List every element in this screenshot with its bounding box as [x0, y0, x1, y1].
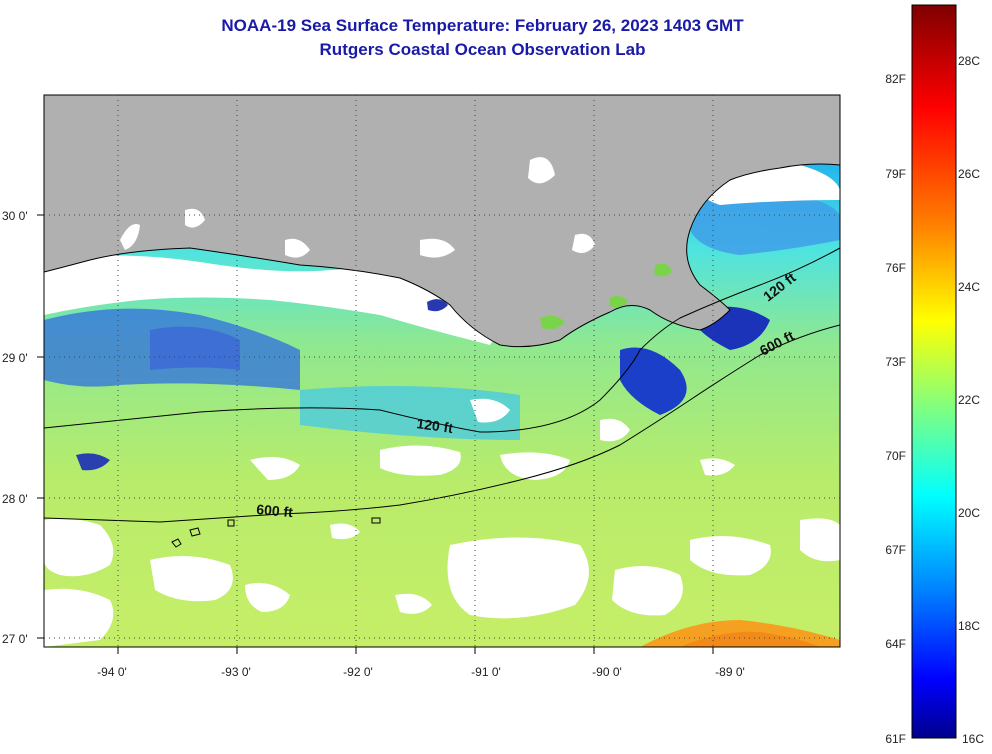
cold-water-patch [150, 326, 240, 370]
isobath-label: 120 ft [416, 415, 455, 436]
colorbar [911, 4, 957, 739]
colorbar-f-label: 82F [885, 72, 906, 86]
chart-title: NOAA-19 Sea Surface Temperature: Februar… [221, 16, 744, 35]
marsh-area [654, 263, 672, 277]
marsh-area [610, 295, 628, 308]
cold-water-patch [690, 193, 840, 255]
marsh-area [540, 315, 565, 330]
graticule [44, 95, 840, 647]
isobath-label: 600 ft [256, 501, 294, 520]
inland-water [528, 157, 555, 184]
cold-inlet [427, 299, 448, 312]
colorbar-f-label: 64F [885, 637, 906, 651]
cool-water-band [300, 386, 520, 440]
lon-label: -92 0' [343, 665, 373, 679]
colorbar-f-label: 67F [885, 543, 906, 557]
frame-ticks [37, 214, 714, 654]
warm-water-patch [680, 631, 820, 647]
map-frame [43, 94, 841, 648]
land-mass [44, 95, 840, 348]
colorbar-c-label: 16C [962, 732, 984, 746]
inland-water [285, 238, 310, 258]
cloud-mask [44, 158, 840, 647]
inland-water [572, 233, 595, 254]
lat-label: 30 0' [2, 209, 28, 223]
cold-water-patch [620, 347, 687, 415]
colorbar-c-label: 22C [958, 393, 980, 407]
colorbar-c-label: 20C [958, 506, 980, 520]
colorbar-c-label: 28C [958, 54, 980, 68]
inland-water [420, 238, 455, 258]
lat-label: 27 0' [2, 632, 28, 646]
lon-label: -91 0' [471, 665, 501, 679]
isobath-600ft [44, 324, 840, 523]
colorbar-f-label: 61F [885, 732, 906, 746]
lon-label: -93 0' [221, 665, 251, 679]
cold-water-patch [76, 453, 110, 471]
colorbar-f-label: 73F [885, 355, 906, 369]
lon-label: -94 0' [97, 665, 127, 679]
isobath-120ft [44, 247, 840, 433]
colorbar-f-label: 76F [885, 261, 906, 275]
colorbar-f-label: 70F [885, 449, 906, 463]
chart-subtitle: Rutgers Coastal Ocean Observation Lab [319, 40, 646, 59]
colorbar-c-label: 26C [958, 167, 980, 181]
colorbar-c-label: 24C [958, 280, 980, 294]
contour-islands [171, 517, 381, 548]
lat-label: 28 0' [2, 492, 28, 506]
inland-water [120, 224, 140, 250]
colorbar-f-label: 79F [885, 167, 906, 181]
lat-label: 29 0' [2, 351, 28, 365]
inland-water [185, 208, 205, 228]
colorbar-c-label: 18C [958, 619, 980, 633]
lon-label: -90 0' [592, 665, 622, 679]
lon-label: -89 0' [715, 665, 745, 679]
